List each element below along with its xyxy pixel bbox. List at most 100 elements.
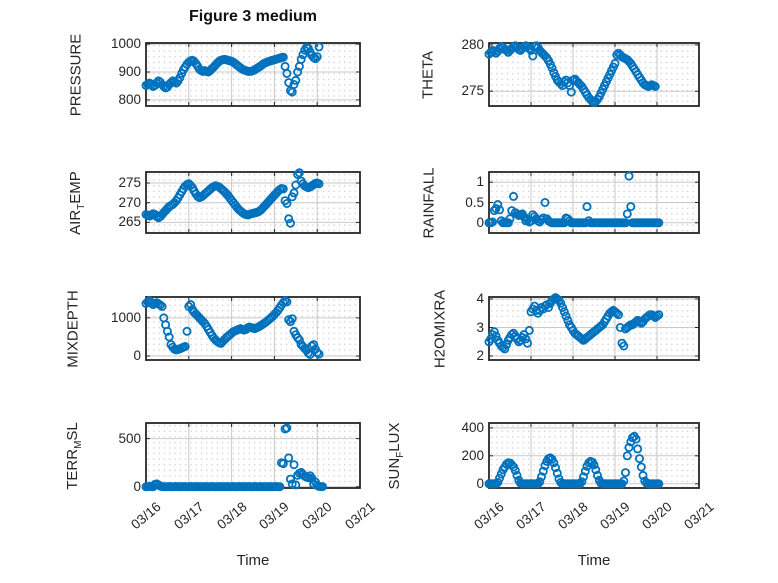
data-point	[634, 454, 644, 464]
data-point	[152, 78, 162, 88]
data-point	[186, 300, 196, 310]
data-point	[566, 87, 576, 97]
data-point	[650, 82, 660, 92]
data-point	[310, 54, 320, 64]
data-point	[180, 342, 190, 352]
data-point	[624, 171, 634, 181]
plot-area	[484, 422, 700, 489]
subplot-sun-flux: SUNFLUX 0 200 400 03/16 03/17 03/18 03/19 03/20 0…	[386, 420, 717, 532]
data-point	[489, 327, 499, 337]
data-point	[579, 472, 589, 482]
data-point	[278, 52, 288, 62]
data-point	[289, 188, 299, 198]
y-axis-label: MIXDEPTH	[64, 289, 82, 368]
subplot-air-temp: AIRTEMP 265 270 275	[67, 168, 361, 234]
y-tick-label: 3	[476, 319, 484, 335]
data-point	[547, 63, 557, 73]
data-point	[589, 460, 599, 470]
data-point	[519, 330, 529, 340]
data-point	[285, 218, 295, 228]
subplot-mixdepth: MIXDEPTH 0 1000	[65, 290, 361, 367]
x-tick-label: 03/21	[681, 499, 717, 533]
axes-frame	[488, 296, 700, 361]
plot-area	[484, 293, 700, 361]
y-tick-label: 0	[133, 478, 141, 494]
y-tick-label: 280	[461, 36, 484, 52]
x-tick-label: 03/19	[256, 499, 293, 533]
data-point	[487, 217, 497, 227]
data-point	[317, 482, 327, 492]
x-tick-label: 03/16	[128, 499, 164, 533]
data-point	[496, 469, 506, 479]
x-tick-label: 03/16	[471, 499, 507, 533]
subplot-rainfall: RAINFALL 0 0.5 1	[421, 167, 700, 238]
plot-area	[141, 42, 361, 107]
y-tick-label: 200	[461, 447, 484, 463]
plot-area	[141, 296, 361, 361]
axes-frame	[145, 296, 361, 361]
y-tick-label: 275	[461, 83, 484, 99]
data-point	[584, 458, 594, 468]
data-point	[652, 311, 662, 321]
y-axis-label: SUNFLUX	[386, 422, 406, 489]
data-point	[533, 479, 543, 489]
data-point	[293, 67, 303, 77]
y-axis-label: RAINFALL	[420, 167, 438, 238]
axes-frame	[145, 42, 361, 107]
y-tick-label: 265	[118, 214, 141, 230]
data-point	[312, 52, 322, 62]
data-point	[654, 310, 664, 320]
data-point	[278, 298, 288, 308]
data-point	[505, 214, 515, 224]
x-axis-title: Time	[577, 552, 611, 569]
subplot-terr-msl: TERRMSL 0 500 03/16 03/17 03/18 03/19 03/20 03/2…	[64, 422, 378, 532]
data-point	[580, 466, 590, 476]
data-point	[303, 473, 313, 483]
data-point	[528, 51, 538, 61]
data-point	[538, 466, 548, 476]
plot-area	[141, 168, 361, 234]
data-point	[619, 341, 629, 351]
x-tick-label: 03/18	[213, 499, 250, 533]
data-point	[155, 300, 165, 310]
data-point	[654, 479, 664, 489]
y-tick-label: 800	[118, 91, 141, 107]
data-point	[582, 202, 592, 212]
y-axis-label: THETA	[419, 50, 437, 99]
data-point	[278, 184, 288, 194]
data-point	[501, 45, 511, 55]
data-point	[278, 459, 288, 469]
data-point	[294, 335, 304, 345]
data-point	[284, 214, 294, 224]
data-point	[312, 348, 322, 358]
y-tick-label: 1000	[110, 36, 141, 52]
data-point	[622, 209, 632, 219]
data-point	[648, 311, 658, 321]
data-point	[159, 82, 169, 92]
data-point	[314, 179, 324, 189]
data-point	[275, 482, 285, 492]
data-point	[523, 338, 533, 348]
data-point	[633, 444, 643, 454]
data-point	[291, 75, 301, 85]
data-point	[524, 325, 534, 335]
data-point	[551, 463, 561, 473]
x-tick-label: 03/17	[170, 499, 207, 533]
y-tick-label: 270	[118, 194, 141, 210]
data-point	[544, 302, 554, 312]
data-point	[303, 348, 313, 358]
data-point	[593, 470, 603, 480]
data-point	[613, 310, 623, 320]
data-point	[162, 326, 172, 336]
x-tick-label: 03/20	[639, 499, 675, 533]
data-point	[610, 58, 620, 68]
data-point	[289, 460, 299, 470]
data-point	[575, 479, 585, 489]
data-point	[314, 349, 324, 359]
subplot-theta: THETA 275 280	[420, 37, 700, 107]
y-tick-label: 4	[476, 291, 484, 306]
data-point	[558, 302, 568, 312]
y-tick-label: 275	[118, 175, 141, 191]
data-point	[512, 470, 522, 480]
